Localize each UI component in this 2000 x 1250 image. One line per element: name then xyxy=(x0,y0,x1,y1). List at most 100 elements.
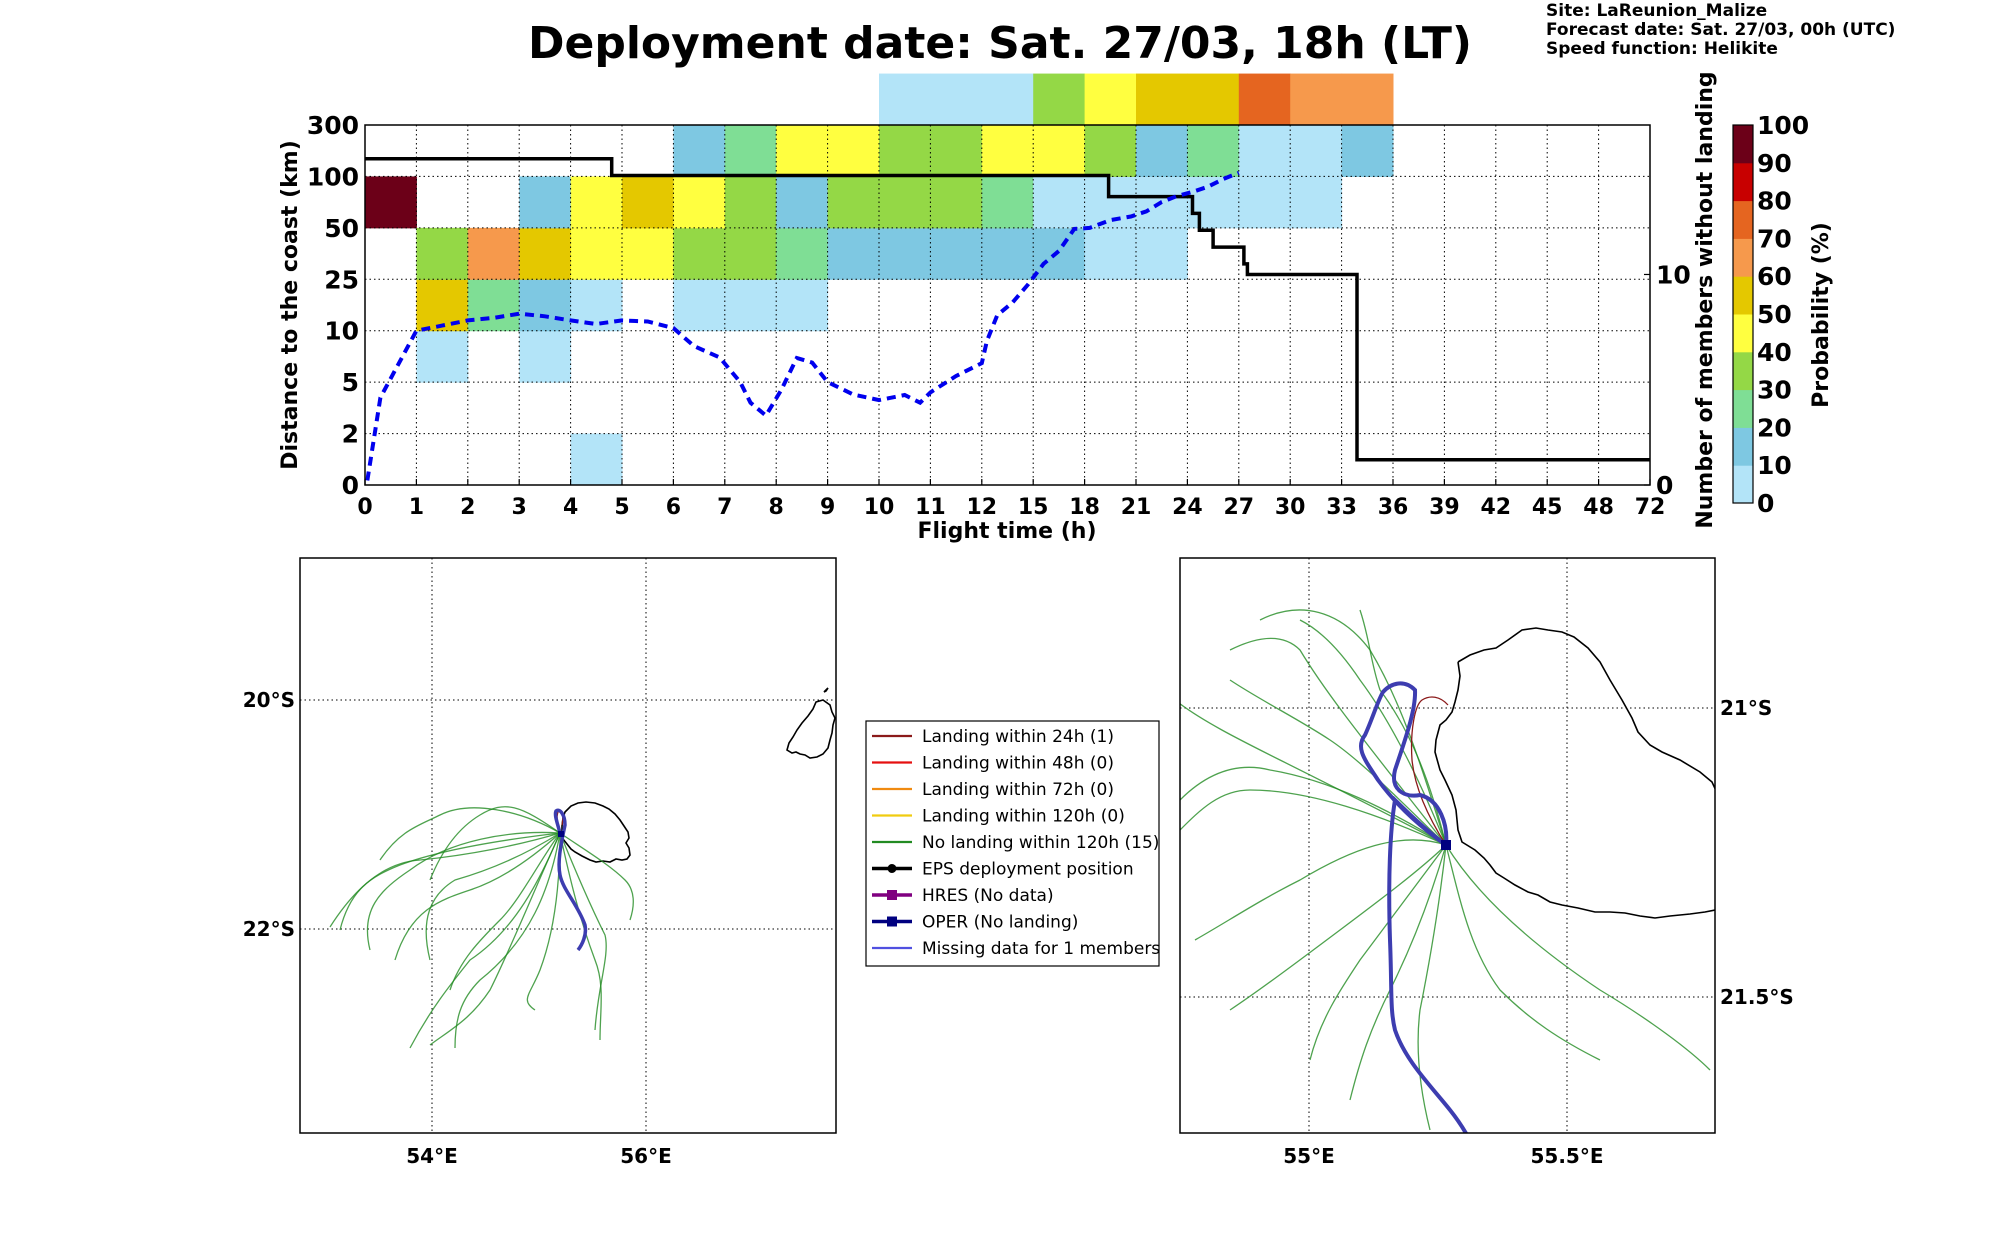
x-tick-label: 30 xyxy=(1275,495,1306,520)
heatmap-cell xyxy=(827,176,880,229)
heatmap-cell xyxy=(673,176,726,229)
map-lat-label: 21.5°S xyxy=(1720,985,1794,1009)
x-tick-label: 27 xyxy=(1223,495,1254,520)
x-tick-label: 21 xyxy=(1121,495,1152,520)
colorbar-segment xyxy=(1733,162,1753,202)
legend-label: HRES (No data) xyxy=(922,886,1054,906)
colorbar-segment xyxy=(1733,238,1753,277)
heatmap-cell xyxy=(416,279,469,332)
x-tick-label: 4 xyxy=(563,495,578,520)
heatmap-cell xyxy=(879,176,931,229)
legend-entry: HRES (No data) xyxy=(872,886,1054,906)
legend-label: No landing within 120h (15) xyxy=(922,833,1159,853)
heatmap-cells xyxy=(365,73,1394,486)
x-tick-label: 39 xyxy=(1429,495,1460,520)
site-label: Site: LaReunion_Malize xyxy=(1546,1,1768,21)
x-tick-label: 15 xyxy=(1018,495,1049,520)
right-axis-label: Number of members without landing xyxy=(1693,71,1718,528)
legend-label: Landing within 24h (1) xyxy=(922,727,1114,747)
map-lat-label: 22°S xyxy=(243,917,295,941)
heatmap-cell xyxy=(467,279,520,332)
x-tick-label: 6 xyxy=(666,495,681,520)
heatmap-cell xyxy=(1187,73,1240,126)
heatmap-cell xyxy=(724,227,777,280)
legend-label: Landing within 48h (0) xyxy=(922,754,1114,774)
heatmap-cell xyxy=(622,176,674,229)
heatmap-cell xyxy=(879,125,931,177)
legend-marker xyxy=(887,916,897,927)
x-axis-label: Flight time (h) xyxy=(917,519,1096,544)
legend-entry: No landing within 120h (15) xyxy=(872,833,1159,853)
heatmap-cell xyxy=(1238,73,1291,126)
map-lon-label: 55°E xyxy=(1283,1144,1335,1168)
map-lat-label: 20°S xyxy=(243,688,295,712)
map-lon-label: 55.5°E xyxy=(1530,1144,1603,1168)
legend-entry: Landing within 48h (0) xyxy=(872,754,1114,774)
map-lon-label: 56°E xyxy=(620,1144,672,1168)
x-tick-label: 2 xyxy=(460,495,475,520)
x-tick-label: 7 xyxy=(717,495,732,520)
legend-marker xyxy=(887,864,897,873)
map-overview-frame xyxy=(299,557,837,1134)
heatmap-ticks: 0 1 2 3 4 5 6 7 8 9 10 11 12 15 18 21 24 27 30 33 36 39 42 45 48… xyxy=(307,111,1691,520)
heatmap-cell xyxy=(570,279,623,332)
legend-label: OPER (No landing) xyxy=(922,913,1078,933)
heatmap-frame xyxy=(364,124,1651,486)
x-tick-label: 8 xyxy=(769,495,784,520)
legend-entry: Landing within 120h (0) xyxy=(872,807,1125,827)
legend-entry: Landing within 72h (0) xyxy=(872,780,1114,800)
legend-marker xyxy=(887,890,897,900)
x-tick-label: 42 xyxy=(1480,495,1511,520)
colorbar: 0 10 20 30 40 50 60 70 80 90 100 xyxy=(1732,111,1809,518)
y-tick-label: 300 xyxy=(307,111,359,140)
x-tick-label: 48 xyxy=(1583,495,1614,520)
heatmap-cell xyxy=(673,227,726,280)
map-zoom-frame xyxy=(1179,557,1716,1134)
colorbar-tick-label: 0 xyxy=(1757,489,1774,518)
heatmap-cell xyxy=(1084,125,1137,177)
heatmap-cell xyxy=(981,176,1034,229)
heatmap-cell xyxy=(1290,125,1343,177)
map-overview-grid xyxy=(300,558,836,1133)
heatmap-cell xyxy=(981,73,1034,126)
mauritius-coastline xyxy=(786,687,836,759)
x-tick-label: 0 xyxy=(357,495,372,520)
heatmap-cell xyxy=(930,176,983,229)
x-tick-label: 33 xyxy=(1326,495,1357,520)
colorbar-segment xyxy=(1733,200,1753,239)
map-zoom-content xyxy=(1180,609,1715,1133)
y-tick-label: 100 xyxy=(307,162,359,191)
heatmap-cell xyxy=(1033,176,1086,229)
map-legend: Landing within 24h (1) Landing within 48h… xyxy=(865,720,1160,967)
colorbar-tick-label: 10 xyxy=(1757,451,1792,480)
y2-tick-label: 10 xyxy=(1656,260,1691,289)
heatmap-cell xyxy=(1136,125,1188,177)
landing-24h-track-zoom xyxy=(1410,696,1449,846)
x-tick-label: 12 xyxy=(966,495,997,520)
colorbar-segment xyxy=(1733,351,1753,391)
x-tick-label: 1 xyxy=(409,495,424,520)
heatmap-cell xyxy=(879,73,931,126)
heatmap-cell xyxy=(827,125,880,177)
legend-entry: EPS deployment position xyxy=(872,860,1134,880)
heatmap-cell xyxy=(1136,227,1188,280)
colorbar-tick-label: 20 xyxy=(1757,413,1792,442)
colorbar-tick-label: 90 xyxy=(1757,149,1792,178)
heatmap-cell xyxy=(570,227,623,280)
x-tick-label: 72 xyxy=(1635,495,1666,520)
legend-entry: OPER (No landing) xyxy=(872,913,1078,933)
map-overview-content xyxy=(329,687,836,1049)
speed-function: Speed function: Helikite xyxy=(1546,39,1778,59)
x-tick-label: 5 xyxy=(614,495,629,520)
colorbar-segment xyxy=(1733,389,1753,428)
y-tick-label: 2 xyxy=(342,420,359,449)
colorbar-tick-label: 60 xyxy=(1757,262,1792,291)
reunion-coastline-zoom xyxy=(1434,627,1715,919)
x-tick-label: 3 xyxy=(512,495,527,520)
heatmap-cell xyxy=(1033,227,1086,280)
heatmap-cell xyxy=(1290,176,1343,229)
heatmap-cell xyxy=(416,227,469,280)
heatmap-cell xyxy=(416,330,469,383)
legend-entry: Missing data for 1 members xyxy=(872,939,1160,959)
